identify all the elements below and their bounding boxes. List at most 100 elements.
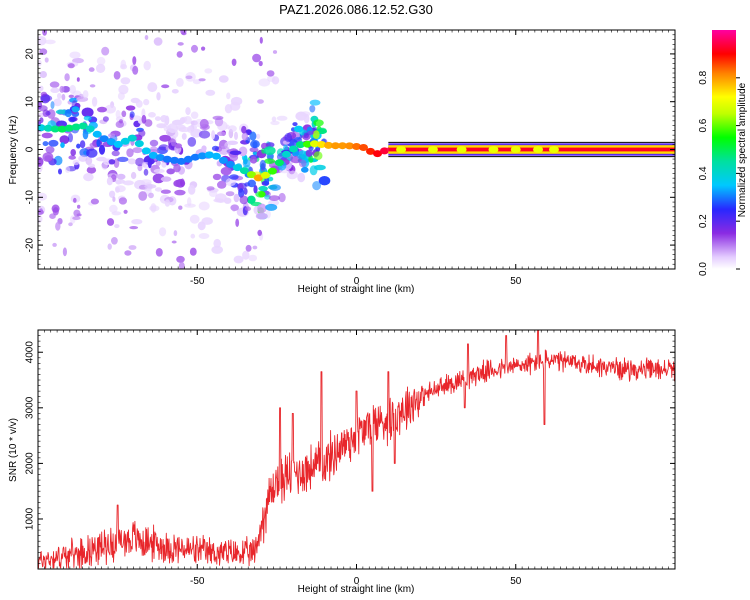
spectrogram-cell bbox=[153, 37, 163, 46]
spectrogram-y-axis-label: Frequency (Hz) bbox=[8, 116, 19, 185]
spectrogram-cell bbox=[64, 73, 70, 82]
spectrogram-cell bbox=[156, 92, 161, 101]
spectrogram-cell bbox=[174, 189, 186, 196]
spectrogram-ridge-cell bbox=[218, 156, 228, 164]
spectrogram-cell bbox=[68, 116, 76, 123]
spectrogram-cell bbox=[258, 191, 266, 198]
spectrogram-cell bbox=[52, 242, 57, 247]
spectrogram-ridge-cell bbox=[310, 140, 319, 148]
spectrogram-cell bbox=[225, 178, 236, 187]
spectrogram-cell bbox=[173, 164, 181, 173]
spectrogram-ridge-cell bbox=[359, 144, 368, 151]
spectrogram-cell bbox=[38, 60, 42, 67]
spectrogram-cell bbox=[147, 158, 152, 169]
spectrogram-ridge-cell bbox=[127, 134, 137, 142]
spectrogram-cell bbox=[79, 140, 86, 149]
carrier-ripple bbox=[456, 146, 467, 153]
spectrogram-cell bbox=[77, 204, 81, 209]
spectrogram-cell bbox=[176, 255, 185, 263]
spectrogram-cell bbox=[256, 133, 261, 140]
spectrogram-cell bbox=[264, 158, 276, 164]
spectrogram-ridge-cell bbox=[260, 171, 270, 179]
spectrogram-cell bbox=[217, 131, 226, 136]
spectrogram-cell bbox=[164, 199, 171, 207]
spectrogram-ridge-cell bbox=[155, 154, 165, 161]
spectrogram-cell bbox=[220, 167, 232, 176]
spectrogram-ridge-cell bbox=[113, 140, 123, 148]
spectrogram-cell bbox=[82, 129, 89, 140]
spectrogram-ridge-cell bbox=[50, 125, 60, 133]
spectrogram-cell bbox=[105, 104, 116, 114]
spectrogram-ridge-cell bbox=[169, 156, 179, 164]
spectrogram-cell bbox=[143, 168, 149, 176]
spectrogram-cell bbox=[115, 179, 122, 185]
spectrogram-cell bbox=[89, 84, 96, 88]
spectrogram-cell bbox=[82, 90, 89, 99]
spectrogram-ridge-cell bbox=[281, 150, 291, 158]
spectrogram-cell bbox=[191, 44, 198, 53]
spectrogram-ridge-cell bbox=[274, 159, 284, 167]
spectrogram-cell bbox=[205, 89, 216, 96]
spectrogram-cell bbox=[160, 115, 168, 123]
spectrogram-cell bbox=[49, 81, 60, 88]
spectrogram-cell bbox=[212, 173, 222, 181]
spectrogram-cell bbox=[286, 170, 298, 180]
spectrogram-cell bbox=[108, 133, 116, 138]
spectrogram-cell bbox=[152, 173, 165, 184]
spectrogram-cell bbox=[201, 46, 206, 51]
spectrogram-cell bbox=[161, 84, 170, 89]
spectrogram-cell bbox=[130, 171, 137, 180]
spectrogram-ridge-cell bbox=[190, 153, 200, 161]
spectrogram-cell bbox=[178, 205, 183, 210]
spectrogram-ridge-cell bbox=[204, 151, 214, 159]
spectrogram-cell bbox=[198, 130, 211, 139]
spectrogram-cell bbox=[53, 98, 62, 107]
x-tick-label: 50 bbox=[510, 576, 522, 587]
carrier-band-core bbox=[388, 147, 675, 152]
spectrogram-cell bbox=[129, 111, 135, 118]
spectrogram-cell bbox=[199, 118, 209, 129]
spectrogram-cell bbox=[118, 84, 129, 95]
spectrogram-cell bbox=[140, 179, 152, 186]
spectrogram-cell bbox=[58, 168, 62, 175]
spectrogram-cell bbox=[159, 227, 167, 237]
spectrogram-cell bbox=[180, 178, 185, 187]
spectrogram-cell bbox=[189, 247, 197, 256]
carrier-ripple bbox=[396, 146, 407, 153]
spectrogram-ridge-cell bbox=[57, 125, 67, 133]
spectrogram-cell bbox=[257, 203, 267, 214]
spectrogram-cell bbox=[265, 203, 278, 211]
spectrogram-cell bbox=[109, 204, 118, 213]
spectrogram-cell bbox=[198, 78, 206, 82]
spectrogram-cell bbox=[101, 46, 110, 56]
spectrogram-cell bbox=[171, 240, 177, 244]
spectrogram-cell bbox=[76, 213, 82, 217]
spectrogram-cell bbox=[96, 56, 106, 66]
spectrogram-cell bbox=[41, 132, 53, 139]
spectrogram-cell bbox=[234, 131, 238, 140]
carrier-ripple bbox=[548, 146, 559, 153]
spectrogram-cell bbox=[98, 144, 106, 155]
spectrogram-cell bbox=[83, 115, 92, 121]
spectrogram-ridge-cell bbox=[338, 142, 347, 150]
spectrogram-cell bbox=[154, 187, 163, 192]
spectrogram-cell bbox=[109, 190, 116, 198]
spectrogram-cell bbox=[62, 247, 67, 257]
spectrogram-cell bbox=[233, 193, 240, 203]
spectrogram-cell bbox=[68, 133, 73, 143]
spectrogram-cell bbox=[258, 60, 263, 67]
spectrogram-ridge-cell bbox=[64, 124, 74, 132]
spectrogram-cell bbox=[144, 184, 157, 189]
spectrogram-cell bbox=[111, 211, 122, 216]
spectrogram-cell bbox=[293, 125, 304, 133]
spectrogram-cell bbox=[309, 165, 318, 176]
spectrogram-cell bbox=[122, 180, 134, 186]
spectrogram-cell bbox=[213, 238, 221, 248]
spectrogram-cell bbox=[95, 63, 106, 73]
spectrogram-cell bbox=[78, 155, 88, 162]
colorbar-tick-label: 0.0 bbox=[698, 262, 709, 276]
spectrogram-ridge-cell bbox=[303, 140, 312, 148]
spectrogram-cell bbox=[229, 101, 241, 111]
spectrogram-cell bbox=[148, 112, 156, 118]
